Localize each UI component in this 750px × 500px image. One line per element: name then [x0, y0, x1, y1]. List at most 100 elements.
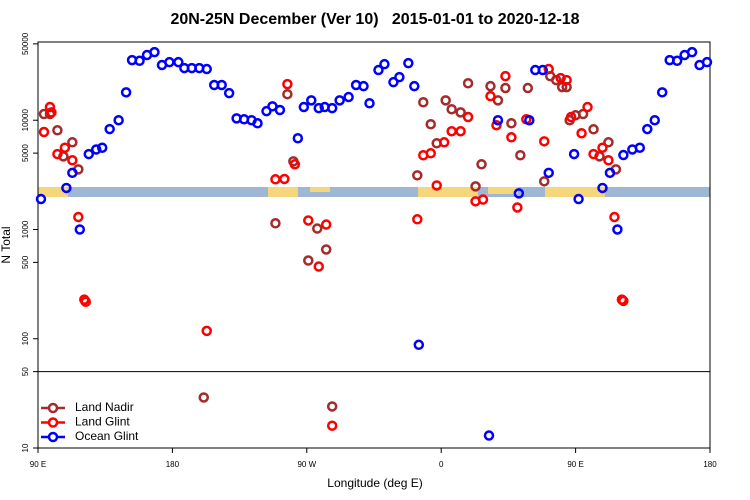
y-axis-label: N Total [0, 226, 13, 263]
scatter-point [455, 125, 466, 137]
scatter-point [173, 56, 184, 68]
legend-marker [47, 402, 59, 414]
scatter-point [44, 101, 56, 113]
scatter-point [198, 392, 210, 403]
scatter-point [403, 57, 414, 69]
scatter-point [67, 155, 78, 166]
scatter-point [515, 150, 526, 161]
scatter-point [573, 193, 584, 205]
scatter-point [425, 118, 436, 130]
scatter-point [506, 118, 517, 129]
scatter-point [642, 123, 653, 135]
scatter-point [201, 63, 212, 75]
chart-title: 20N-25N December (Ver 10) 2015-01-01 to … [170, 11, 579, 28]
scatter-point [500, 70, 511, 82]
scatter-point [289, 159, 301, 170]
scatter-point [588, 124, 599, 135]
scatter-point [313, 102, 324, 114]
scatter-point [491, 119, 502, 131]
scatter-point [492, 114, 504, 126]
scatter-point [279, 173, 290, 185]
scatter-point [379, 58, 390, 70]
scatter-point [59, 142, 71, 153]
scatter-point [588, 148, 599, 160]
scatter-point [412, 214, 423, 225]
legend-label: Ocean Glint [75, 429, 139, 443]
scatter-point [52, 125, 63, 136]
legend-label: Land Nadir [75, 400, 134, 414]
scatter-point [46, 107, 57, 118]
scatter-point [270, 218, 281, 229]
scatter-point [634, 142, 646, 153]
scatter-point [412, 170, 423, 181]
scatter-point [618, 295, 629, 307]
scatter-point [303, 215, 314, 226]
scatter-point [252, 118, 263, 129]
scatter-point [538, 136, 550, 147]
scatter-point [485, 90, 496, 102]
y-tick-label: 100 [21, 332, 30, 346]
scatter-point [462, 111, 474, 123]
scatter-point [343, 91, 354, 103]
scatter-point [477, 194, 489, 205]
scatter-point [83, 148, 95, 160]
scatter-point [618, 149, 629, 161]
scatter-point [597, 182, 608, 194]
scatter-point [358, 80, 369, 92]
scatter-point [282, 88, 293, 100]
scatter-point [565, 111, 577, 123]
scatter-point [649, 114, 660, 126]
scatter-point [104, 123, 115, 135]
scatter-point [223, 87, 235, 99]
scatter-point [701, 56, 713, 68]
legend-marker [47, 431, 59, 443]
scatter-point [216, 79, 227, 91]
scatter-point [686, 46, 698, 58]
scatter-point [67, 167, 78, 179]
scatter-point [561, 74, 572, 86]
scatter-point [113, 114, 124, 126]
scatter-point [292, 132, 304, 144]
y-tick-label: 500 [21, 255, 30, 269]
map-strip [38, 187, 710, 197]
scatter-point [577, 108, 589, 120]
x-axis-label: Longitude (deg E) [327, 476, 422, 490]
x-tick-label: 90 E [567, 460, 583, 469]
scatter-point [455, 107, 466, 118]
scatter-point [462, 77, 474, 89]
scatter-point [438, 137, 450, 148]
scatter-point [164, 56, 175, 68]
scatter-point [61, 182, 72, 194]
scatter-point [603, 155, 614, 166]
scatter-point [326, 420, 338, 431]
scatter-point [364, 98, 375, 109]
scatter-point [320, 244, 332, 255]
scatter-point [413, 339, 425, 351]
scatter-point [483, 430, 495, 441]
scatter-point [274, 104, 286, 116]
scatter-point [90, 144, 102, 155]
legend-label: Land Glint [75, 415, 130, 429]
x-tick-label: 180 [703, 460, 717, 469]
x-tick-label: 90 E [30, 460, 46, 469]
scatter-point [604, 167, 616, 179]
scatter-point [522, 82, 534, 94]
scatter-point [555, 72, 566, 84]
scatter-point [492, 95, 504, 106]
scatter-point [609, 211, 620, 223]
scatter-point [476, 159, 487, 170]
scatter-point [326, 102, 338, 114]
scatter-point [313, 261, 324, 272]
scatter-point [671, 55, 683, 67]
scatter-point [326, 401, 338, 412]
y-tick-label: 5000 [21, 144, 30, 162]
scatter-point [568, 148, 580, 160]
scatter-point [270, 174, 281, 185]
scatter-point [120, 87, 132, 98]
scatter-point [409, 80, 420, 92]
scatter-point [506, 132, 517, 143]
scatter-point [582, 101, 593, 113]
scatter-point [96, 142, 108, 153]
